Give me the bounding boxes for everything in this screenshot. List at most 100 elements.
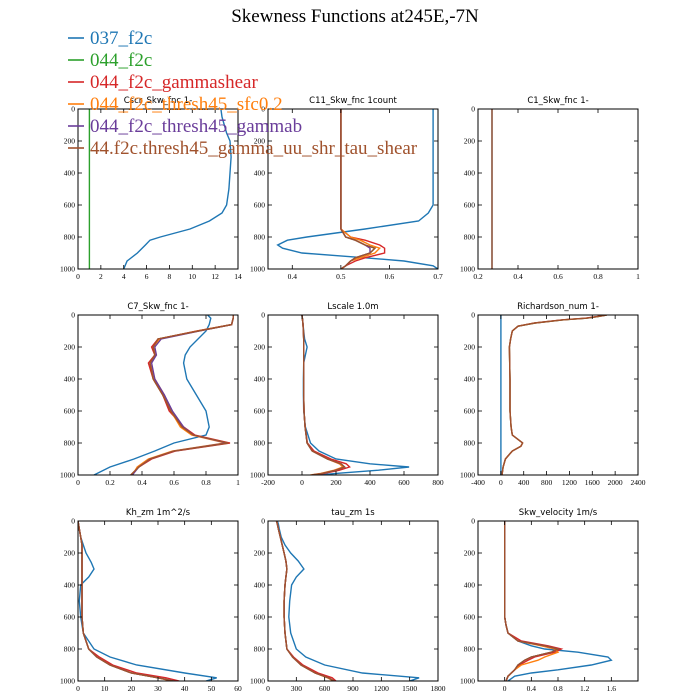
series-group [93,315,234,475]
series-line [301,315,346,475]
y-tick-label: 600 [254,613,266,622]
y-tick-label: 800 [254,233,266,242]
panel-6: Richardson_num 1--400 0 400 800 1200 1600 2000… [460,302,646,487]
y-tick-label: 1000 [460,677,475,686]
panel-1: Cscr_Skw_fnc 1- 0 2 4 6 8 10 12 14 0 200 400 600 800 1… [60,96,242,281]
x-tick-label: 0 [76,272,80,281]
y-tick-label: 0 [261,517,265,526]
series-line [130,315,234,475]
x-tick-label: 50 [208,684,216,693]
y-tick-label: 0 [471,311,475,320]
y-tick-label: 800 [254,439,266,448]
legend-label: 037_f2c [90,28,152,49]
legend-label: 044_f2c_thresh45_gammab [90,116,302,137]
panel-4: C7_Skw_fnc 1- 0 0.2 0.4 0.6 0.8 1 0 200 400 600 800… [60,302,240,487]
series-group [504,521,613,681]
x-tick-label: 1 [236,478,240,487]
x-tick-label: 0.8 [553,684,563,693]
plot-frame [477,108,639,270]
x-tick-label: 0.5 [336,272,346,281]
x-tick-label: 30 [154,684,162,693]
legend-item: 037_f2c [68,28,152,49]
plot-frame [267,314,439,476]
x-tick-label: 2 [99,272,103,281]
series-line [301,315,345,475]
x-tick-label: 8 [168,272,172,281]
legend-label: 044_f2c_thresh45_sfc0.2 [90,94,283,115]
series-line [340,109,381,269]
x-tick-label: 0.2 [473,272,483,281]
y-tick-label: 400 [64,581,76,590]
y-tick-label: 800 [64,233,76,242]
y-tick-label: 400 [254,169,266,178]
x-tick-label: -400 [471,478,485,487]
y-tick-label: 0 [261,311,265,320]
y-tick-label: 0 [71,517,75,526]
x-tick-label: 0 [300,478,304,487]
panel-2: C11_Skw_fnc 1count 0.4 0.5 0.6 0.7 0 200 400 600… [250,96,443,281]
panel-title: Skw_velocity 1m/s [519,508,598,518]
x-tick-label: 200 [330,478,342,487]
panel-8: tau_zm 1s 0 300 600 900 1200 1500 1800 0 200 400 60… [250,508,446,693]
y-tick-label: 200 [64,343,76,352]
panel-title: Kh_zm 1m^2/s [126,508,191,518]
y-tick-label: 1000 [250,265,265,274]
series-line [504,521,613,681]
legend-item: 044_f2c_thresh45_sfc0.2 [68,94,283,115]
x-tick-label: 1600 [585,478,600,487]
y-tick-label: 600 [64,201,76,210]
y-tick-label: 1000 [250,471,265,480]
x-tick-label: 0.4 [513,272,523,281]
legend-item: 044_f2c_thresh45_gammab [68,116,302,137]
y-tick-label: 800 [464,645,476,654]
series-line [130,315,234,475]
series-group [301,315,410,475]
series-line [78,521,175,681]
x-tick-label: 14 [234,272,242,281]
y-tick-label: 200 [464,137,476,146]
x-tick-label: 0 [76,684,80,693]
panel-title: Cscr_Skw_fnc 1- [124,96,193,106]
legend-label: 044_f2c_gammashear [90,72,258,93]
y-tick-label: 800 [254,645,266,654]
panel-title: C11_Skw_fnc 1count [309,96,397,106]
x-tick-label: 60 [234,684,242,693]
x-tick-label: 600 [398,478,410,487]
x-tick-label: 0 [499,478,503,487]
x-tick-label: 20 [128,684,136,693]
x-tick-label: 600 [319,684,331,693]
x-tick-label: 1200 [374,684,389,693]
series-line [501,315,607,475]
series-line [78,521,172,681]
y-tick-label: 200 [64,137,76,146]
x-tick-label: 1200 [562,478,577,487]
panel-title: Lscale 1.0m [327,302,378,312]
series-line [78,521,175,681]
x-tick-label: 4 [122,272,126,281]
x-tick-label: 0.4 [137,478,147,487]
y-tick-label: 200 [254,549,266,558]
y-tick-label: 1000 [250,677,265,686]
x-tick-label: 1 [636,272,640,281]
x-tick-label: 0 [76,478,80,487]
x-tick-label: 0.4 [288,272,298,281]
series-line [276,521,420,681]
y-tick-label: 400 [464,375,476,384]
series-line [131,315,234,475]
x-tick-label: 800 [541,478,553,487]
plot-frame [267,108,439,270]
series-line [301,315,351,475]
y-tick-label: 600 [254,407,266,416]
series-line [301,315,410,475]
y-tick-label: 800 [64,439,76,448]
y-tick-label: 200 [464,549,476,558]
series-line [78,521,175,681]
x-tick-label: 1500 [402,684,417,693]
x-tick-label: 0 [266,684,270,693]
y-tick-label: 800 [64,645,76,654]
panel-title: tau_zm 1s [331,508,375,518]
y-tick-label: 0 [471,517,475,526]
panel-title: C7_Skw_fnc 1- [127,302,188,312]
series-line [501,315,607,475]
